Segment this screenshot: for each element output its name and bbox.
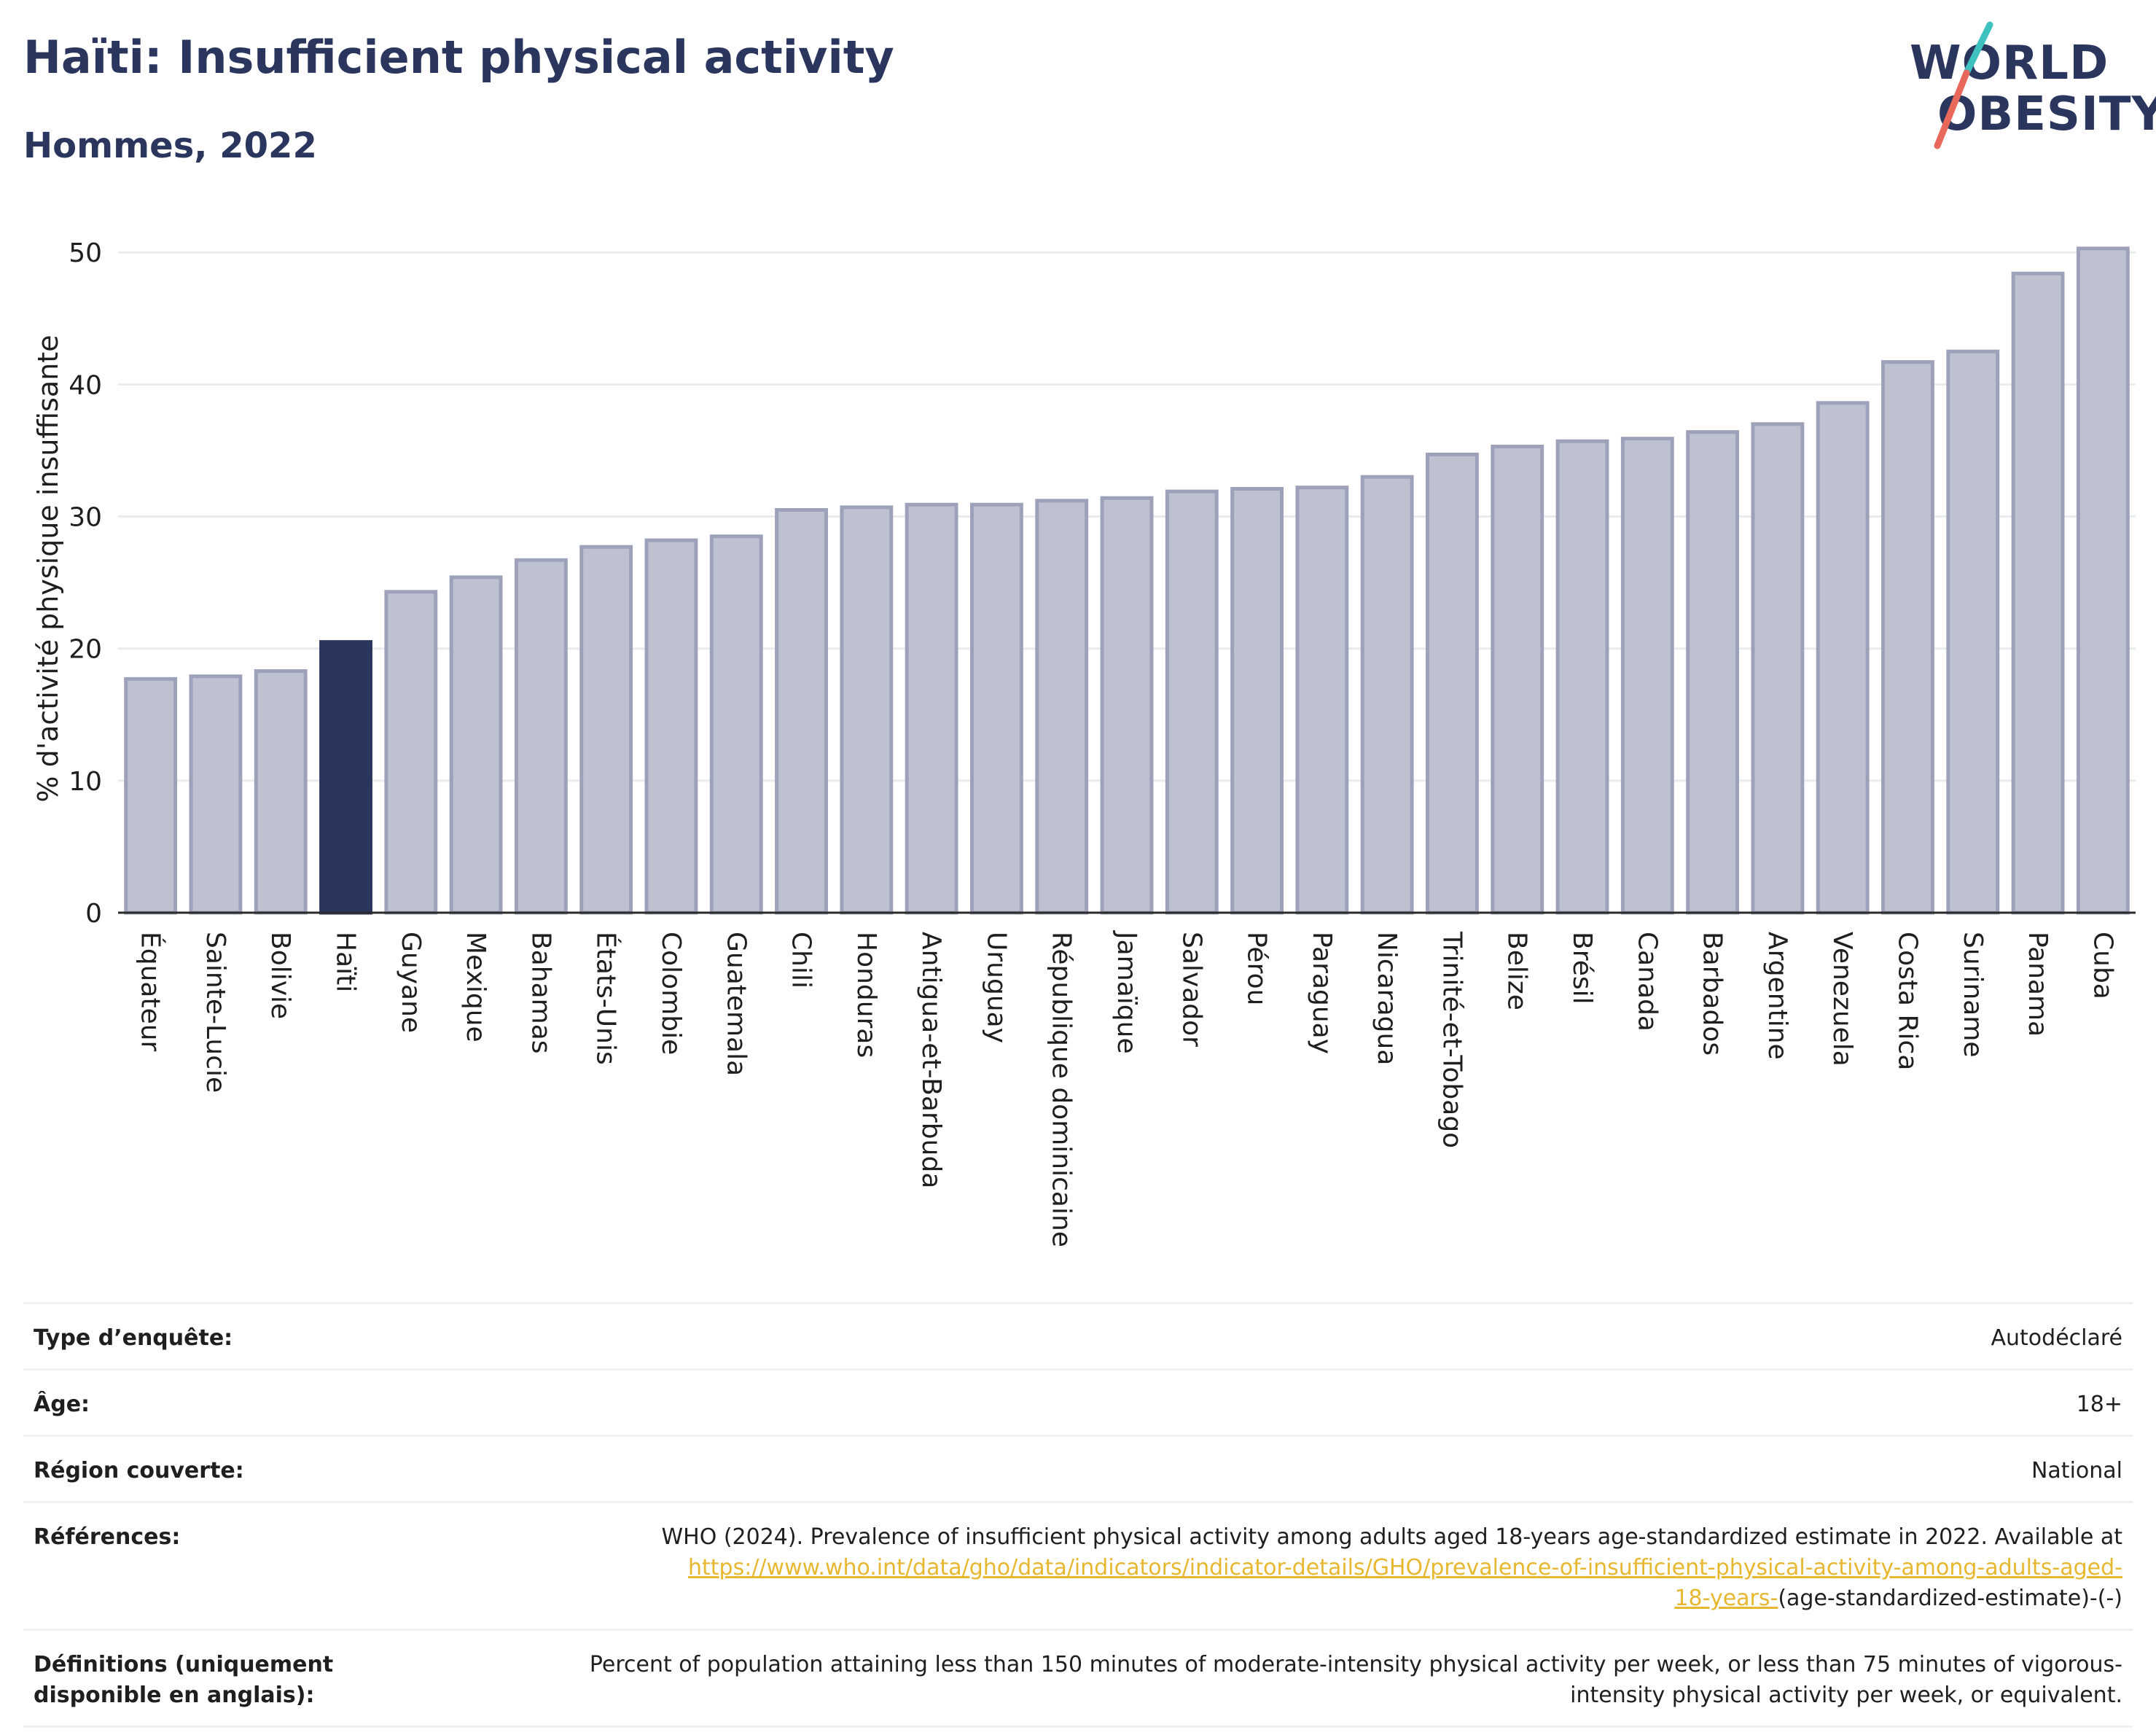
bar [384,590,438,915]
age-value: 18+ [2076,1392,2122,1417]
bar [1555,439,1609,915]
x-tick-label: Guatemala [721,932,751,1076]
references-link-continued[interactable]: 18-years- [1674,1586,1778,1611]
y-tick-label: 30 [69,503,102,533]
bar [189,674,243,915]
references-value: WHO (2024). Prevalence of insufficient p… [544,1522,2122,1614]
bar [644,538,698,915]
definitions-value: Percent of population attaining less tha… [589,1652,2122,1708]
x-tick-label: Paraguay [1307,932,1337,1054]
x-tick-label: Brésil [1567,932,1597,1005]
bar [1100,496,1154,915]
x-tick-label: Cuba [2087,932,2117,999]
bar [2076,246,2130,915]
y-tick-label: 50 [69,238,102,268]
x-tick-label: Mexique [461,932,491,1042]
logo-slash-icon [1934,21,1993,149]
bar [319,640,372,915]
bar [1295,486,1349,915]
bar-chart: 0 10 20 30 40 50 Équateur Sainte-Lucie Bolivie Ha… [69,238,2136,1247]
x-tick-label: Sainte-Lucie [200,932,230,1093]
info-row-region: Région couverte: National [23,1437,2133,1503]
x-tick-label: États-Unis [591,932,622,1065]
bar [1491,445,1544,915]
age-label: Âge: [34,1392,90,1417]
logo-word-world: WORLD [1910,36,2109,90]
chart-title: Haïti: Insufficient physical activity [23,31,894,84]
bar [1035,499,1089,915]
x-tick-label: Antigua-et-Barbuda [916,932,946,1188]
x-tick-label: Canada [1632,932,1662,1032]
logo-word-obesity: OBESITY [1937,87,2156,141]
bar [709,534,763,915]
bar [514,558,568,915]
info-table: Type d’enquête: Autodéclaré Âge: 18+ Rég… [23,1302,2133,1728]
survey-type-value: Autodéclaré [1991,1325,2123,1351]
references-link[interactable]: https://www.who.int/data/gho/data/indica… [688,1555,2122,1580]
world-obesity-logo: WORLD OBESITY [1902,20,2156,159]
x-tick-label: Équateur [136,932,166,1052]
bar [1230,486,1284,915]
references-label: Références: [34,1524,181,1550]
x-tick-label: Salvador [1176,932,1206,1047]
x-tick-label: Colombie [656,932,686,1055]
x-tick-label: Barbados [1698,932,1727,1056]
x-tick-label: Chili [786,932,816,989]
y-tick-label: 40 [69,370,102,400]
y-tick-label: 10 [69,767,102,797]
x-tick-label: Nicaragua [1372,932,1402,1065]
references-text: WHO (2024). Prevalence of insufficient p… [661,1524,2122,1550]
definitions-label: Définitions (uniquement disponible en an… [34,1652,334,1708]
bar [1426,452,1479,915]
bar [1165,489,1219,915]
bar [1686,430,1740,915]
info-row-references: Références: WHO (2024). Prevalence of in… [23,1503,2133,1631]
bar [2011,271,2065,915]
bar [124,677,178,915]
bar [449,575,503,915]
bar [254,668,308,915]
x-tick-label: Venezuela [1827,932,1857,1067]
bar [905,502,958,915]
bar [1360,475,1414,915]
bar [579,545,633,915]
bar [840,505,894,915]
x-tick-label: Costa Rica [1892,932,1922,1070]
info-row-definitions: Définitions (uniquement disponible en an… [23,1631,2133,1728]
bar [1946,349,2000,915]
info-row-survey: Type d’enquête: Autodéclaré [23,1304,2133,1371]
bar [1816,401,1870,915]
x-tick-label: Argentine [1762,932,1792,1060]
x-tick-label: Panama [2023,932,2053,1037]
x-tick-label: Haïti [331,932,361,992]
x-tick-label: Honduras [851,932,881,1058]
y-tick-label: 20 [69,635,102,665]
y-tick-label: 0 [85,899,102,929]
region-value: National [2031,1458,2122,1483]
x-tick-label: République dominicaine [1047,932,1077,1247]
references-tail: (age-standardized-estimate)-(-) [1778,1586,2122,1611]
region-label: Région couverte: [34,1458,244,1483]
bar [775,507,828,915]
x-tick-label: Bolivie [265,932,295,1019]
x-tick-label: Trinité-et-Tobago [1437,931,1466,1148]
bar [1881,360,1934,915]
info-row-age: Âge: 18+ [23,1371,2133,1437]
bar [1620,437,1674,915]
x-tick-label: Jamaïque [1112,930,1141,1054]
x-tick-label: Suriname [1958,932,1988,1058]
chart-subtitle: Hommes, 2022 [23,125,317,166]
bar [969,502,1023,915]
x-tick-label: Uruguay [981,932,1011,1043]
x-tick-label: Belize [1502,932,1532,1010]
x-tick-label: Bahamas [526,932,555,1054]
survey-type-label: Type d’enquête: [34,1325,233,1351]
x-tick-label: Guyane [396,932,426,1033]
x-tick-label: Pérou [1242,932,1272,1005]
bar [1751,422,1805,915]
